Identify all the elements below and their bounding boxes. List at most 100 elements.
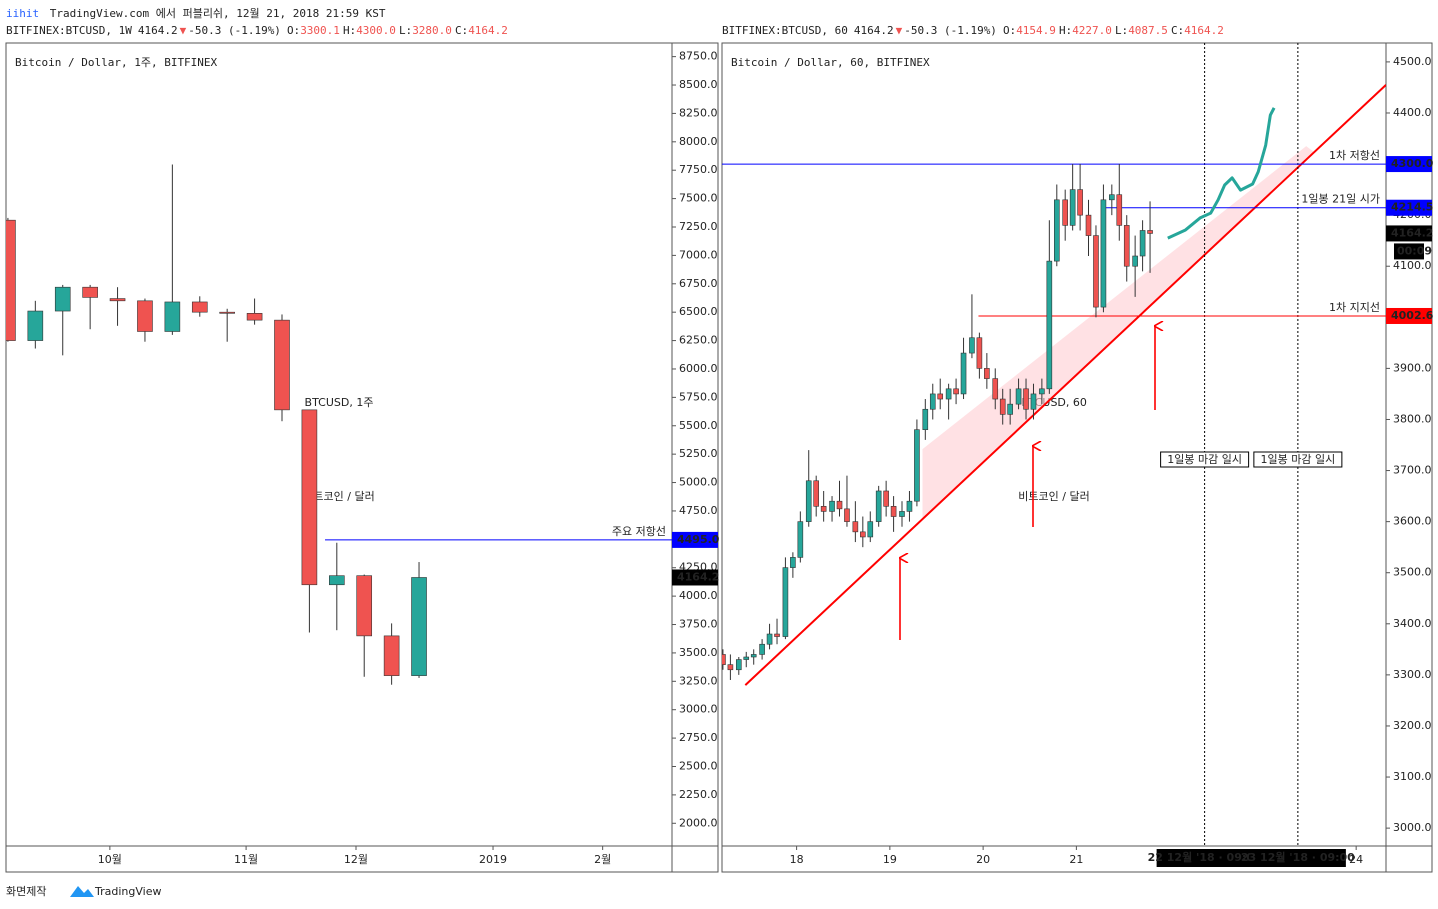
watermark-sub: 비트코인 / 달러 (1018, 490, 1089, 503)
user: iihit (6, 7, 39, 20)
x-tick-label: 24 (1349, 853, 1363, 866)
hline-label: 주요 저항선 (612, 525, 666, 538)
time-badge-label: 22 12월 '18 · 09:00 (1148, 850, 1262, 864)
candle-body (883, 490, 889, 507)
y-tick-label: 2500.0 (679, 759, 718, 772)
ohlc-label: L: (1115, 24, 1128, 37)
publish-info: TradingView.com 에서 퍼블리쉬, 12월 21, 2018 21… (50, 7, 386, 20)
brand: TradingView (94, 885, 161, 898)
y-tick-label: 3500.0 (1393, 566, 1432, 579)
candle-body (27, 310, 44, 341)
candle-body (301, 409, 318, 586)
candle-body (844, 508, 850, 522)
candle-body (960, 352, 967, 395)
y-tick-label: 2000.0 (679, 816, 718, 829)
y-tick-label: 8500.0 (679, 78, 718, 91)
y-tick-label: 6250.0 (679, 334, 718, 347)
candle-body (1015, 388, 1022, 405)
candle-body (766, 633, 773, 645)
candle-body (953, 388, 959, 395)
last-price-label: 4164.2 (677, 570, 719, 583)
candle-body (797, 521, 804, 558)
candle-body (1093, 235, 1099, 308)
candle-body (1039, 388, 1045, 395)
candle-body (1053, 199, 1060, 262)
candle-body (743, 656, 750, 660)
ohlc-value: 4227.0 (1072, 24, 1112, 37)
x-tick-label: 21 (1069, 853, 1083, 866)
ohlc-value: 4164.2 (468, 24, 508, 37)
ohlc-value: 4164.2 (1184, 24, 1224, 37)
change: -50.3 (-1.19%) (188, 24, 281, 37)
y-tick-label: 3800.0 (1393, 412, 1432, 425)
candle-body (945, 388, 952, 400)
candle-body (219, 311, 235, 314)
candle-body (969, 337, 975, 354)
y-tick-label: 3000.0 (679, 703, 718, 716)
candle-body (383, 635, 400, 676)
panel-frame (721, 42, 1433, 873)
candle-body (1046, 260, 1053, 390)
trend-band (922, 146, 1315, 520)
candle-body (899, 511, 905, 517)
candle-body (6, 219, 16, 341)
countdown-label: 00:09 (1397, 244, 1432, 257)
y-tick-label: 5750.0 (679, 390, 718, 403)
last-price: 4164.2 (138, 24, 178, 37)
y-tick-label: 5000.0 (679, 476, 718, 489)
candle-body (1030, 393, 1037, 410)
ohlc-label: L: (399, 24, 412, 37)
y-tick-label: 6000.0 (679, 362, 718, 375)
hline-label: 1차 저항선 (1329, 149, 1380, 162)
candle-body (246, 313, 263, 321)
arrows (900, 326, 1155, 640)
symbol: BITFINEX:BTCUSD, 60 (722, 24, 848, 37)
y-tick-label: 3100.0 (1393, 770, 1432, 783)
candle-body (790, 557, 796, 568)
candle-body (1123, 225, 1130, 267)
y-tick-label: 8250.0 (679, 106, 718, 119)
time-badge (1156, 849, 1253, 867)
candle-body (1116, 194, 1123, 226)
candle-body (109, 298, 126, 302)
x-tick-label: 18 (790, 853, 804, 866)
candle-body (875, 490, 882, 522)
ohlc-value: 4087.5 (1128, 24, 1168, 37)
candle-body (750, 654, 757, 658)
symbol: BITFINEX:BTCUSD, 1W (6, 24, 132, 37)
candle-body (1077, 189, 1083, 216)
panel-frame (5, 42, 719, 873)
countdown-badge (1394, 243, 1424, 260)
candle-body (1085, 214, 1092, 236)
y-tick-label: 4500.0 (1393, 55, 1432, 68)
ohlc-value: 4300.0 (356, 24, 396, 37)
ohlc-label: O: (1003, 24, 1016, 37)
y-tick-label: 3600.0 (1393, 515, 1432, 528)
chart-subtitle: Bitcoin / Dollar, 1주, BITFINEX (15, 56, 218, 69)
y-tick-label: 5250.0 (679, 447, 718, 460)
candle-body (1069, 189, 1076, 226)
candle-body (1109, 194, 1115, 201)
chart-subtitle: Bitcoin / Dollar, 60, BITFINEX (731, 56, 930, 69)
candle-body (782, 567, 789, 637)
time-badge-label: 23 12월 '18 · 09:00 (1241, 850, 1355, 864)
vline-label: 1일봉 마감 일시 (1261, 452, 1336, 466)
y-tick-label: 7500.0 (679, 192, 718, 205)
ohlc-value: 3300.1 (300, 24, 340, 37)
candle-body (1062, 199, 1068, 226)
trendline (744, 84, 1386, 686)
watermark-sub: 비트코인 / 달러 (303, 490, 374, 503)
panels: BITFINEX:BTCUSD, 1W 4164.2 ▼ -50.3 (-1.19%)… (5, 24, 1434, 873)
candle-body (929, 393, 936, 410)
price-badge (1386, 307, 1432, 324)
candle-body (852, 521, 859, 533)
candle-body (82, 286, 98, 298)
candle-body (906, 500, 913, 512)
chart-panel: BITFINEX:BTCUSD, 1W 4164.2 ▼ -50.3 (-1.19%)… (5, 24, 720, 873)
y-tick-label: 4400.0 (1393, 106, 1432, 119)
y-tick-label: 6500.0 (679, 305, 718, 318)
change-arrow: ▼ (896, 24, 903, 37)
ohlc-label: C: (455, 24, 468, 37)
legend: BITFINEX:BTCUSD, 1W 4164.2 ▼ -50.3 (-1.19%)… (6, 24, 508, 37)
candle-body (274, 319, 290, 411)
